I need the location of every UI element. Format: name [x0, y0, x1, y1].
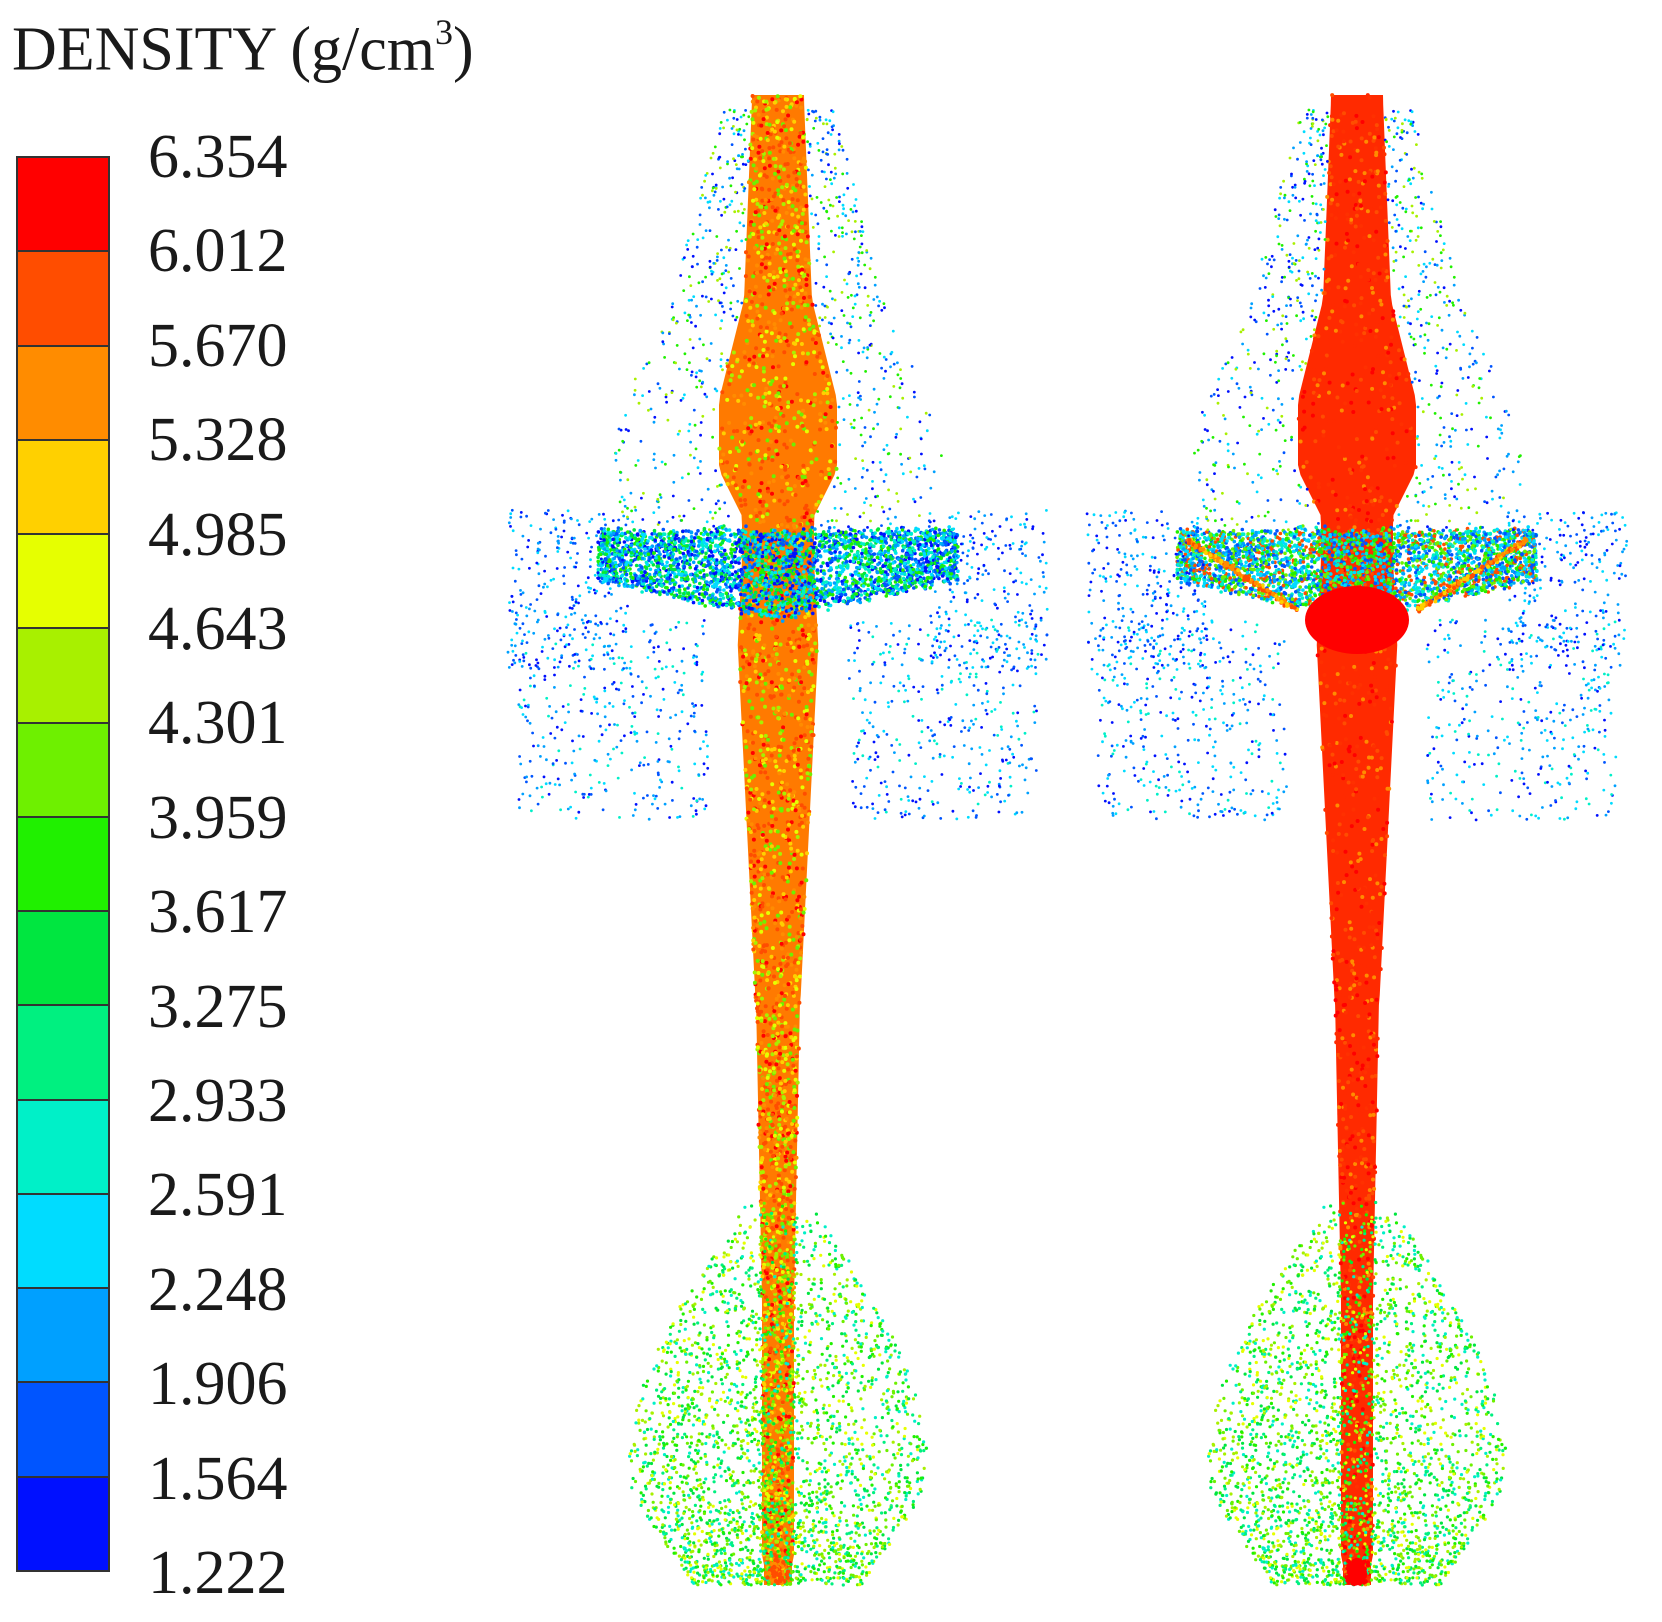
colorbar-tick-label: 3.275	[148, 972, 288, 1041]
colorbar-segment	[18, 1100, 108, 1195]
lower-halo-particles	[1095, 618, 1618, 822]
colorbar-segment	[18, 723, 108, 818]
colorbar-tick-label: 4.301	[148, 689, 288, 758]
colorbar-tick-label: 4.643	[148, 595, 288, 663]
flange-particles	[1085, 509, 1629, 672]
colorbar-tick-label: 5.328	[148, 406, 288, 475]
colorbar-tick-label: 2.248	[148, 1255, 288, 1324]
jet-core-body	[1298, 95, 1416, 1585]
colorbar-tick-label: 1.906	[148, 1350, 288, 1419]
colorbar-tick-label: 1.222	[148, 1539, 288, 1607]
colorbar-segment	[18, 912, 108, 1007]
colorbar-tick-label: 3.959	[148, 783, 288, 852]
colorbar-segment	[18, 629, 108, 724]
legend-title-text: DENSITY (g/cm	[12, 15, 436, 84]
legend-title-superscript: 3	[435, 12, 454, 52]
right-simulation	[1085, 93, 1629, 1587]
colorbar-tick-label: 3.617	[148, 878, 288, 947]
colorbar-segment	[18, 440, 108, 536]
colorbar-segment	[18, 1289, 108, 1384]
colorbar-tick-label: 2.933	[148, 1067, 288, 1135]
colorbar-segment	[18, 346, 108, 441]
colorbar-segment	[18, 1006, 108, 1101]
colorbar-tick-label: 1.564	[148, 1444, 288, 1513]
colorbar-tick-label: 6.012	[148, 217, 288, 286]
legend-title: DENSITY (g/cm3)	[12, 14, 474, 84]
dense-node	[1305, 586, 1409, 654]
upper-halo-particles	[614, 108, 943, 531]
colorbar-segment	[18, 535, 108, 630]
flange-particles	[506, 508, 1049, 672]
left-simulation	[506, 94, 1049, 1587]
colorbar-tick-label: 2.591	[148, 1161, 288, 1230]
colorbar-segment	[18, 1383, 108, 1478]
colorbar-tick-labels: 6.354 6.012 5.670 5.328 4.985 4.643 4.301 3.959…	[148, 0, 368, 1622]
bottom-spray-particles	[1207, 1200, 1508, 1587]
legend-title-end: )	[453, 15, 474, 84]
colorbar-segment	[18, 817, 108, 913]
colorbar-segment	[18, 1477, 108, 1570]
bottom-spray-particles	[628, 1201, 929, 1587]
colorbar-segment	[18, 158, 108, 253]
lower-halo-particles	[517, 618, 1040, 821]
colorbar-tick-label: 4.985	[148, 500, 288, 569]
colorbar-segment	[18, 252, 108, 347]
density-colorbar	[16, 156, 110, 1572]
upper-halo-particles	[1193, 108, 1522, 532]
colorbar-tick-label: 5.670	[148, 311, 288, 380]
jet-core	[1298, 95, 1416, 1585]
colorbar-segment	[18, 1194, 108, 1290]
colorbar-tick-label: 6.354	[148, 123, 288, 191]
